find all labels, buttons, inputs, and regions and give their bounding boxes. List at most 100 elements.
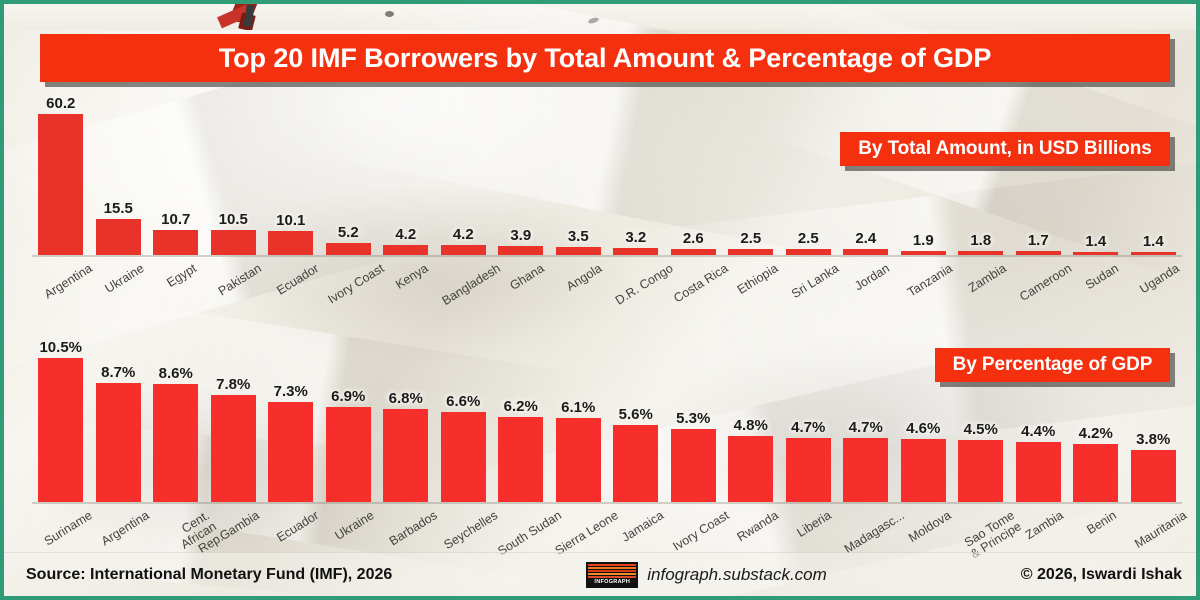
bar xyxy=(900,250,946,255)
source-attribution: Source: International Monetary Fund (IMF… xyxy=(26,565,393,583)
category-label: Ecuador xyxy=(274,261,321,298)
bar xyxy=(670,429,716,502)
bar-column: 10.1 xyxy=(262,92,320,255)
category-label-slot: Bangladesh xyxy=(435,258,503,320)
bar-value-label: 6.9% xyxy=(331,388,366,406)
category-label-slot: Jordan xyxy=(837,258,895,320)
category-label: Ukraine xyxy=(102,261,147,296)
bar-column: 4.8% xyxy=(722,334,780,502)
category-label-slot: Costa Rica xyxy=(665,258,730,320)
category-label-slot: Ecuador xyxy=(262,258,321,320)
bar-value-label: 4.7% xyxy=(848,418,883,436)
bar-column: 5.6% xyxy=(607,334,665,502)
bar-column: 5.2 xyxy=(320,92,378,255)
bar-value-label: 1.4 xyxy=(1085,232,1107,250)
bar-value-label: 2.4 xyxy=(855,230,877,248)
bar-column: 4.2 xyxy=(435,92,493,255)
chart-plot-area: 60.2 15.5 10.7 10.5 10.1 5.2 4.2 4.2 3.9 3.5 3.2 2.… xyxy=(32,92,1182,255)
bar xyxy=(555,246,601,255)
bar-column: 2.5 xyxy=(722,92,780,255)
brand-url-link[interactable]: infograph.substack.com xyxy=(647,564,827,584)
category-label: Jamaica xyxy=(619,508,666,545)
category-label: Rwanda xyxy=(734,508,781,545)
bar-value-label: 8.7% xyxy=(101,363,136,381)
bar-value-label: 1.4 xyxy=(1142,232,1164,250)
legend-badge-percentage-gdp: By Percentage of GDP xyxy=(935,348,1170,382)
bar xyxy=(95,382,141,502)
bar xyxy=(383,408,429,502)
bar-value-label: 2.5 xyxy=(740,230,762,248)
bar-value-label: 6.6% xyxy=(446,392,481,410)
bar xyxy=(38,358,84,502)
bar xyxy=(1015,441,1061,502)
bar-column: 2.5 xyxy=(780,92,838,255)
category-label-slot: Ivory Coast xyxy=(320,258,387,320)
category-label: Pakistan xyxy=(216,261,265,299)
bar-column: 60.2 xyxy=(32,92,90,255)
chart-baseline xyxy=(32,255,1182,257)
bar-column: 7.3% xyxy=(262,334,320,502)
category-label: Egypt xyxy=(164,261,199,290)
legend-badge-total-amount: By Total Amount, in USD Billions xyxy=(840,132,1170,166)
bar xyxy=(785,437,831,502)
bar-value-label: 4.6% xyxy=(906,419,941,437)
category-label-slot: Kenya xyxy=(377,258,435,320)
category-label: Uganda xyxy=(1137,261,1183,297)
category-label: Gambia xyxy=(217,508,263,544)
bar-value-label: 5.2 xyxy=(337,223,359,241)
bar-column: 15.5 xyxy=(90,92,148,255)
bar-column: 4.6% xyxy=(895,334,953,502)
bar xyxy=(1015,251,1061,255)
bar-column: 6.2% xyxy=(492,334,550,502)
category-label: Sri Lanka xyxy=(789,261,842,302)
bar-value-label: 4.2 xyxy=(452,226,474,244)
bar-value-label: 10.5% xyxy=(39,339,83,356)
bar xyxy=(210,395,256,502)
bar-value-label: 6.8% xyxy=(388,389,423,407)
bar-value-label: 2.5 xyxy=(797,230,819,248)
bar-column: 4.2% xyxy=(1067,334,1125,502)
bar xyxy=(440,411,486,502)
bar xyxy=(785,249,831,255)
bar xyxy=(95,218,141,255)
bar-value-label: 10.1 xyxy=(276,212,306,230)
category-label: Barbados xyxy=(386,508,440,549)
bar xyxy=(958,440,1004,502)
category-label: Argentina xyxy=(41,261,95,302)
bar-value-label: 3.5 xyxy=(567,227,589,245)
bar-value-label: 3.9 xyxy=(510,226,532,244)
chart-total-amount: 60.2 15.5 10.7 10.5 10.1 5.2 4.2 4.2 3.9 3.5 3.2 2.… xyxy=(32,92,1182,322)
category-label-slot: Uganda xyxy=(1125,258,1183,320)
bar xyxy=(958,250,1004,255)
chart-baseline xyxy=(32,502,1182,504)
bar-value-label: 10.5 xyxy=(218,211,248,229)
copyright-notice: © 2026, Iswardi Ishak xyxy=(1020,565,1182,583)
category-label-slot: Zambia xyxy=(952,258,1010,320)
category-label-slot: Ethiopia xyxy=(722,258,780,320)
bar-column: 4.7% xyxy=(837,334,895,502)
bar-column: 8.7% xyxy=(90,334,148,502)
bar-value-label: 4.7% xyxy=(791,418,826,436)
chart-category-labels: Argentina Ukraine Egypt Pakistan Ecuador Ivor… xyxy=(32,258,1182,320)
bar xyxy=(38,114,84,255)
bar xyxy=(153,229,199,255)
category-label: Angola xyxy=(564,261,605,294)
bar-column: 4.5% xyxy=(952,334,1010,502)
bar xyxy=(555,418,601,502)
bar-value-label: 6.1% xyxy=(561,399,596,417)
bar xyxy=(613,247,659,255)
bar-value-label: 7.8% xyxy=(216,376,251,394)
bar-value-label: 1.7 xyxy=(1027,232,1049,250)
bar xyxy=(728,249,774,255)
category-label: Tanzania xyxy=(905,261,956,300)
category-label: Ghana xyxy=(507,261,547,293)
bar-column: 5.3% xyxy=(665,334,723,502)
bar-column: 6.9% xyxy=(320,334,378,502)
bar xyxy=(325,242,371,255)
category-label-slot: Sri Lanka xyxy=(780,258,841,320)
bar-column: 3.2 xyxy=(607,92,665,255)
bar-value-label: 6.2% xyxy=(503,397,538,415)
bar xyxy=(153,384,199,502)
page-title: Top 20 IMF Borrowers by Total Amount & P… xyxy=(40,34,1170,82)
bar xyxy=(613,425,659,502)
